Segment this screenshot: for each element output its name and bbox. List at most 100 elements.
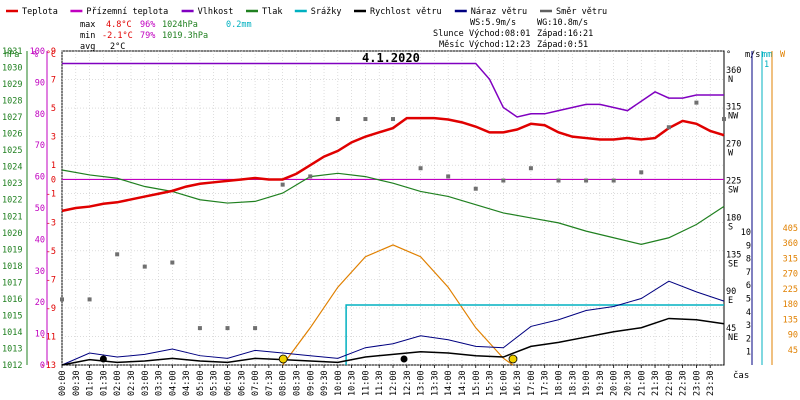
x-tick-label-39: 19:30: [596, 370, 606, 396]
ms-tick-1: 2: [746, 334, 751, 344]
dir-name-3: SE: [728, 259, 738, 269]
ms-tick-8: 9: [746, 241, 751, 251]
pct-tick-9: 90: [35, 78, 45, 88]
ms-tick-5: 6: [746, 281, 751, 291]
dir-name-7: NW: [728, 112, 739, 122]
wind-speed-stat: WS:5.9m/s: [470, 18, 516, 28]
wind-dir-point-18: [556, 178, 561, 183]
ms-tick-7: 8: [746, 255, 751, 265]
pct-tick-1: 10: [35, 330, 45, 340]
x-tick-label-32: 16:00: [499, 370, 509, 396]
x-tick-label-40: 20:00: [610, 370, 620, 396]
legend: Teplota Přízemní teplota Vlhkost Tlak Srážky…: [6, 7, 607, 17]
pct-tick-8: 80: [35, 110, 45, 120]
temp-tick-4: -5: [46, 247, 56, 257]
hpa-tick-15: 1027: [2, 113, 22, 123]
dir-tick-2: 90: [726, 287, 736, 297]
x-tick-label-21: 10:30: [348, 370, 358, 396]
x-tick-label-2: 01:00: [86, 370, 96, 396]
x-tick-label-0: 00:00: [58, 370, 68, 396]
wind-dir-point-2: [115, 252, 120, 257]
temp-tick-7: 0: [51, 175, 56, 185]
wind-dir-point-1: [87, 297, 92, 302]
pct-tick-7: 70: [35, 141, 45, 151]
x-tick-label-46: 23:00: [692, 370, 702, 396]
x-axis-label: čas: [733, 370, 749, 381]
pct-tick-3: 30: [35, 267, 45, 277]
wind-gust-stat: WG:10.8m/s: [537, 18, 588, 28]
wind-dir-point-19: [584, 178, 589, 183]
series-gust: [61, 280, 725, 366]
min-hum: 79%: [140, 31, 155, 41]
x-tick-label-18: 09:00: [306, 370, 316, 396]
x-tick-label-43: 21:30: [651, 370, 661, 396]
sun-marker-0: [278, 354, 288, 364]
wind-dir-point-21: [639, 170, 644, 175]
wind-dir-point-4: [170, 260, 175, 265]
min-temp: -2.1°C: [102, 31, 133, 41]
sunrise: Východ:08:01: [469, 29, 530, 39]
x-tick-label-26: 13:00: [417, 370, 427, 396]
w-tick-7: 360: [783, 239, 798, 249]
hpa-tick-19: 1031: [2, 47, 22, 57]
legend-label-6: Náraz větru: [471, 7, 527, 17]
x-tick-label-47: 23:30: [706, 370, 716, 396]
ms-tick-3: 4: [746, 308, 751, 318]
wind-dir-point-17: [528, 166, 533, 171]
hpa-tick-16: 1028: [2, 97, 22, 107]
rain-total: 0.2mm: [226, 20, 252, 30]
wind-dir-point-22: [666, 125, 671, 130]
x-tick-label-45: 22:30: [679, 370, 689, 396]
moonset: Západ:0:51: [537, 40, 588, 50]
sun-marker-1: [508, 354, 518, 364]
x-tick-label-28: 14:00: [444, 370, 454, 396]
x-tick-label-19: 09:30: [320, 370, 330, 396]
temp-tick-5: -3: [46, 218, 56, 228]
x-tick-label-41: 20:30: [623, 370, 633, 396]
x-tick-label-33: 16:30: [513, 370, 523, 396]
temp-axis-label: °C: [46, 50, 56, 60]
series-wind-speed: [61, 317, 725, 366]
max-hum: 96%: [140, 20, 155, 30]
hpa-tick-5: 1017: [2, 278, 22, 288]
ms-tick-9: 10: [741, 228, 751, 238]
temp-tick-12: 9: [51, 47, 56, 57]
temp-tick-3: -7: [46, 275, 56, 285]
dir-name-6: W: [728, 149, 734, 159]
x-tick-label-23: 11:30: [375, 370, 385, 396]
wind-dir-point-8: [280, 182, 285, 187]
pct-axis-label: %: [33, 50, 38, 60]
hpa-tick-12: 1024: [2, 163, 22, 173]
x-tick-label-34: 17:00: [527, 370, 537, 396]
x-tick-label-6: 03:00: [141, 370, 151, 396]
wind-dir-point-3: [142, 264, 147, 269]
hpa-tick-1: 1013: [2, 344, 22, 354]
hpa-tick-8: 1020: [2, 229, 22, 239]
hpa-tick-18: 1030: [2, 64, 22, 74]
hpa-axis-label: hPa: [4, 50, 19, 60]
temp-tick-9: 3: [51, 133, 56, 143]
hpa-tick-0: 1012: [2, 361, 22, 371]
wind-dir-point-16: [501, 178, 506, 183]
x-tick-label-37: 18:30: [568, 370, 578, 396]
dir-axis-label: °: [726, 50, 731, 60]
mm-tick-0: 1: [764, 60, 769, 70]
wind-dir-point-23: [694, 100, 699, 105]
wind-dir-point-10: [335, 117, 340, 122]
legend-label-3: Tlak: [262, 7, 282, 17]
x-tick-label-35: 17:30: [541, 370, 551, 396]
temp-tick-10: 5: [51, 104, 56, 114]
w-tick-4: 225: [783, 285, 798, 295]
x-tick-label-7: 03:30: [155, 370, 165, 396]
x-tick-label-8: 04:00: [168, 370, 178, 396]
x-tick-label-38: 19:00: [582, 370, 592, 396]
x-tick-label-5: 02:30: [127, 370, 137, 396]
wind-dir-point-24: [722, 117, 726, 122]
hpa-tick-17: 1029: [2, 80, 22, 90]
hpa-tick-2: 1014: [2, 328, 22, 338]
x-tick-label-3: 01:30: [99, 370, 109, 396]
dir-tick-1: 45: [726, 324, 736, 334]
stats-panel: max 4.8°C 96% 1024hPa 0.2mm min -2.1°C 7…: [80, 18, 593, 52]
series-solar: [282, 244, 514, 366]
x-tick-label-13: 06:30: [237, 370, 247, 396]
